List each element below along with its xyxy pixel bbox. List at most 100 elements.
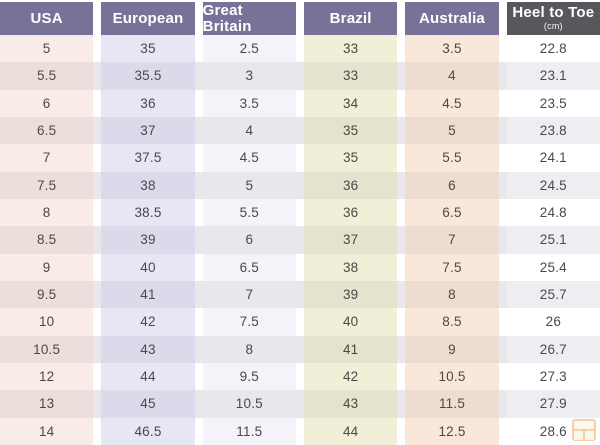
table-cell: 6 <box>202 226 296 254</box>
table-cell: 44 <box>101 362 195 391</box>
table-cell: 41 <box>304 335 398 363</box>
table-cell: 37.5 <box>101 144 195 172</box>
table-cell: 10.5 <box>0 335 94 363</box>
column-header-label: European <box>112 9 184 27</box>
column-header-label: Australia <box>418 9 485 27</box>
table-cell: 36 <box>304 198 398 227</box>
table-cell: 25.1 <box>506 226 600 254</box>
table-cell: 7 <box>202 280 296 309</box>
table-cell: 46.5 <box>101 417 195 445</box>
table-cell: 25.7 <box>506 280 600 309</box>
table-cell: 44 <box>304 417 398 445</box>
table-cell: 6.5 <box>405 198 499 227</box>
table-row: 8.5 39 6 37 7 25.1 <box>0 226 600 254</box>
table-cell: 8.5 <box>0 226 94 254</box>
table-cell: 2.5 <box>202 35 296 63</box>
table-cell: 35 <box>304 144 398 172</box>
table-cell: 37 <box>304 226 398 254</box>
table-cell: 11.5 <box>405 390 499 418</box>
column-header-label: Great Britain <box>202 1 252 35</box>
table-cell: 40 <box>101 253 195 281</box>
table-row: 12 44 9.5 42 10.5 27.3 <box>0 362 600 391</box>
table-cell: 8 <box>405 280 499 309</box>
table-cell: 7.5 <box>405 253 499 281</box>
column-header-great-britain: Great Britain <box>202 1 296 35</box>
table-row: 6.5 37 4 35 5 23.8 <box>0 116 600 145</box>
table-cell: 38.5 <box>101 198 195 227</box>
table-cell: 39 <box>304 280 398 309</box>
column-header-usa: USA <box>0 2 94 35</box>
column-header-brazil: Brazil <box>304 2 398 35</box>
table-cell: 12.5 <box>405 417 499 445</box>
table-cell: 10.5 <box>202 390 296 418</box>
table-cell: 33 <box>304 35 398 63</box>
table-cell: 45 <box>101 390 195 418</box>
table-row: 6 36 3.5 34 4.5 23.5 <box>0 89 600 117</box>
table-cell: 22.8 <box>506 35 600 63</box>
table-row: 5.5 35.5 3 33 4 23.1 <box>0 62 600 90</box>
table-cell: 5.5 <box>405 144 499 172</box>
table-cell: 39 <box>101 226 195 254</box>
table-cell: 35 <box>304 116 398 145</box>
table-row: 9.5 41 7 39 8 25.7 <box>0 280 600 309</box>
table-row: 14 46.5 11.5 44 12.5 28.6 <box>0 417 600 445</box>
table-row: 10 42 7.5 40 8.5 26 <box>0 308 600 336</box>
table-body: 5 35 2.5 33 3.5 22.8 5.5 35.5 3 33 4 23.1 6 36 3.5 34 4.… <box>0 35 600 445</box>
table-cell: 10.5 <box>405 362 499 391</box>
column-header-unit-label: (cm) <box>543 21 563 32</box>
table-cell: 3.5 <box>202 89 296 117</box>
table-cell: 5 <box>0 35 94 63</box>
table-cell: 43 <box>101 335 195 363</box>
column-header-label: USA <box>30 9 63 27</box>
column-header-label: Brazil <box>329 9 372 27</box>
table-row: 5 35 2.5 33 3.5 22.8 <box>0 35 600 63</box>
table-cell: 27.3 <box>506 362 600 391</box>
table-cell: 36 <box>304 171 398 199</box>
table-cell: 24.8 <box>506 198 600 227</box>
table-cell: 40 <box>304 308 398 336</box>
table-row: 8 38.5 5.5 36 6.5 24.8 <box>0 198 600 227</box>
column-header-european: European <box>101 2 195 35</box>
table-cell: 9 <box>405 335 499 363</box>
table-cell: 33 <box>304 62 398 90</box>
table-cell: 38 <box>304 253 398 281</box>
table-cell: 3 <box>202 62 296 90</box>
table-cell: 25.4 <box>506 253 600 281</box>
table-row: 7 37.5 4.5 35 5.5 24.1 <box>0 144 600 172</box>
table-row: 13 45 10.5 43 11.5 27.9 <box>0 390 600 418</box>
table-cell: 37 <box>101 116 195 145</box>
table-cell: 6 <box>0 89 94 117</box>
table-cell: 9.5 <box>202 362 296 391</box>
table-cell: 5.5 <box>0 62 94 90</box>
table-cell: 3.5 <box>405 35 499 63</box>
table-cell: 4 <box>202 116 296 145</box>
table-cell: 5 <box>405 116 499 145</box>
table-cell: 35 <box>101 35 195 63</box>
table-cell: 23.5 <box>506 89 600 117</box>
table-row: 7.5 38 5 36 6 24.5 <box>0 171 600 199</box>
table-cell: 23.1 <box>506 62 600 90</box>
table-cell: 26.7 <box>506 335 600 363</box>
table-cell: 8.5 <box>405 308 499 336</box>
table-cell: 6.5 <box>0 116 94 145</box>
column-header-label: Heel to Toe <box>512 4 595 22</box>
table-cell: 7.5 <box>0 171 94 199</box>
table-cell: 7 <box>405 226 499 254</box>
table-cell: 36 <box>101 89 195 117</box>
table-cell: 35.5 <box>101 62 195 90</box>
table-cell: 12 <box>0 362 94 391</box>
column-header-heel-to-toe: Heel to Toe (cm) <box>506 2 600 35</box>
table-cell: 11.5 <box>202 417 296 445</box>
table-cell: 4 <box>405 62 499 90</box>
table-cell: 14 <box>0 417 94 445</box>
table-cell: 4.5 <box>405 89 499 117</box>
table-cell: 8 <box>0 198 94 227</box>
table-cell: 4.5 <box>202 144 296 172</box>
table-header-row: USA European Great Britain Brazil Austra… <box>0 2 600 35</box>
table-cell: 9.5 <box>0 280 94 309</box>
table-cell: 23.8 <box>506 116 600 145</box>
table-cell: 8 <box>202 335 296 363</box>
table-cell: 42 <box>101 308 195 336</box>
table-cell: 43 <box>304 390 398 418</box>
